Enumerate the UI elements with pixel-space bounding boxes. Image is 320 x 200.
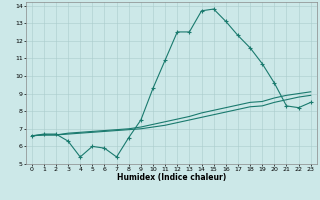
X-axis label: Humidex (Indice chaleur): Humidex (Indice chaleur) [116,173,226,182]
